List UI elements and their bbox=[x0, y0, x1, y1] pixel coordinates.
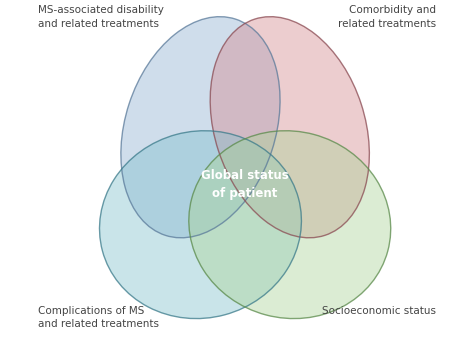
Text: Global status
of patient: Global status of patient bbox=[201, 168, 289, 199]
Ellipse shape bbox=[100, 131, 301, 319]
Text: MS-associated disability
and related treatments: MS-associated disability and related tre… bbox=[38, 5, 164, 29]
Ellipse shape bbox=[121, 17, 280, 238]
Text: Complications of MS
and related treatments: Complications of MS and related treatmen… bbox=[38, 306, 159, 329]
Text: Comorbidity and
related treatments: Comorbidity and related treatments bbox=[338, 5, 436, 29]
Ellipse shape bbox=[189, 131, 391, 319]
Ellipse shape bbox=[210, 17, 369, 238]
Text: Socioeconomic status: Socioeconomic status bbox=[322, 306, 436, 316]
